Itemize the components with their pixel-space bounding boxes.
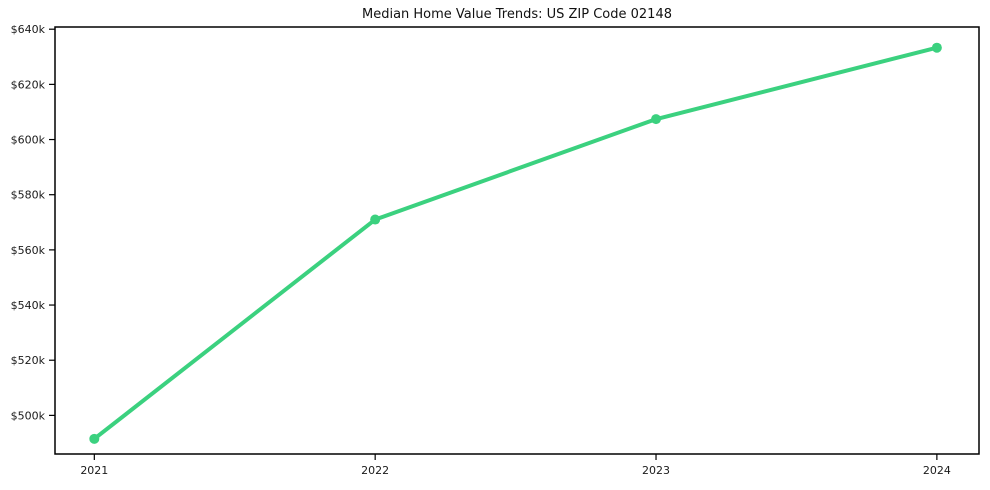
- x-tick-label: 2021: [80, 464, 108, 477]
- data-point-2022: [370, 214, 381, 225]
- y-tick-label: $540k: [11, 299, 46, 312]
- y-tick-label: $520k: [11, 354, 46, 367]
- y-tick-label: $600k: [11, 134, 46, 147]
- y-tick-label: $560k: [11, 244, 46, 257]
- data-point-2024: [931, 42, 942, 53]
- y-tick-label: $500k: [11, 409, 46, 422]
- trend-line: [92, 45, 939, 441]
- y-tick-label: $580k: [11, 189, 46, 202]
- chart-title: Median Home Value Trends: US ZIP Code 02…: [361, 7, 672, 22]
- y-tick-label: $640k: [11, 23, 46, 36]
- x-tick-label: 2024: [923, 464, 951, 477]
- plot-frame: [54, 26, 980, 455]
- data-point-2023: [651, 114, 662, 125]
- x-tick-label: 2023: [642, 464, 670, 477]
- data-point-2021: [89, 433, 100, 444]
- y-tick-label: $620k: [11, 78, 46, 91]
- x-tick-label: 2022: [361, 464, 389, 477]
